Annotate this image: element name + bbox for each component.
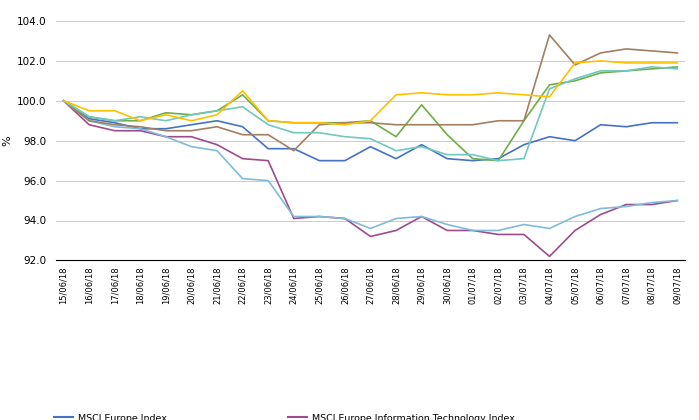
Legend: MSCI Europe Index, MSCI Europe Utilities Sector Index, MSCI Europe Pharmaceutica: MSCI Europe Index, MSCI Europe Utilities…: [55, 414, 519, 420]
Y-axis label: %: %: [2, 135, 13, 146]
